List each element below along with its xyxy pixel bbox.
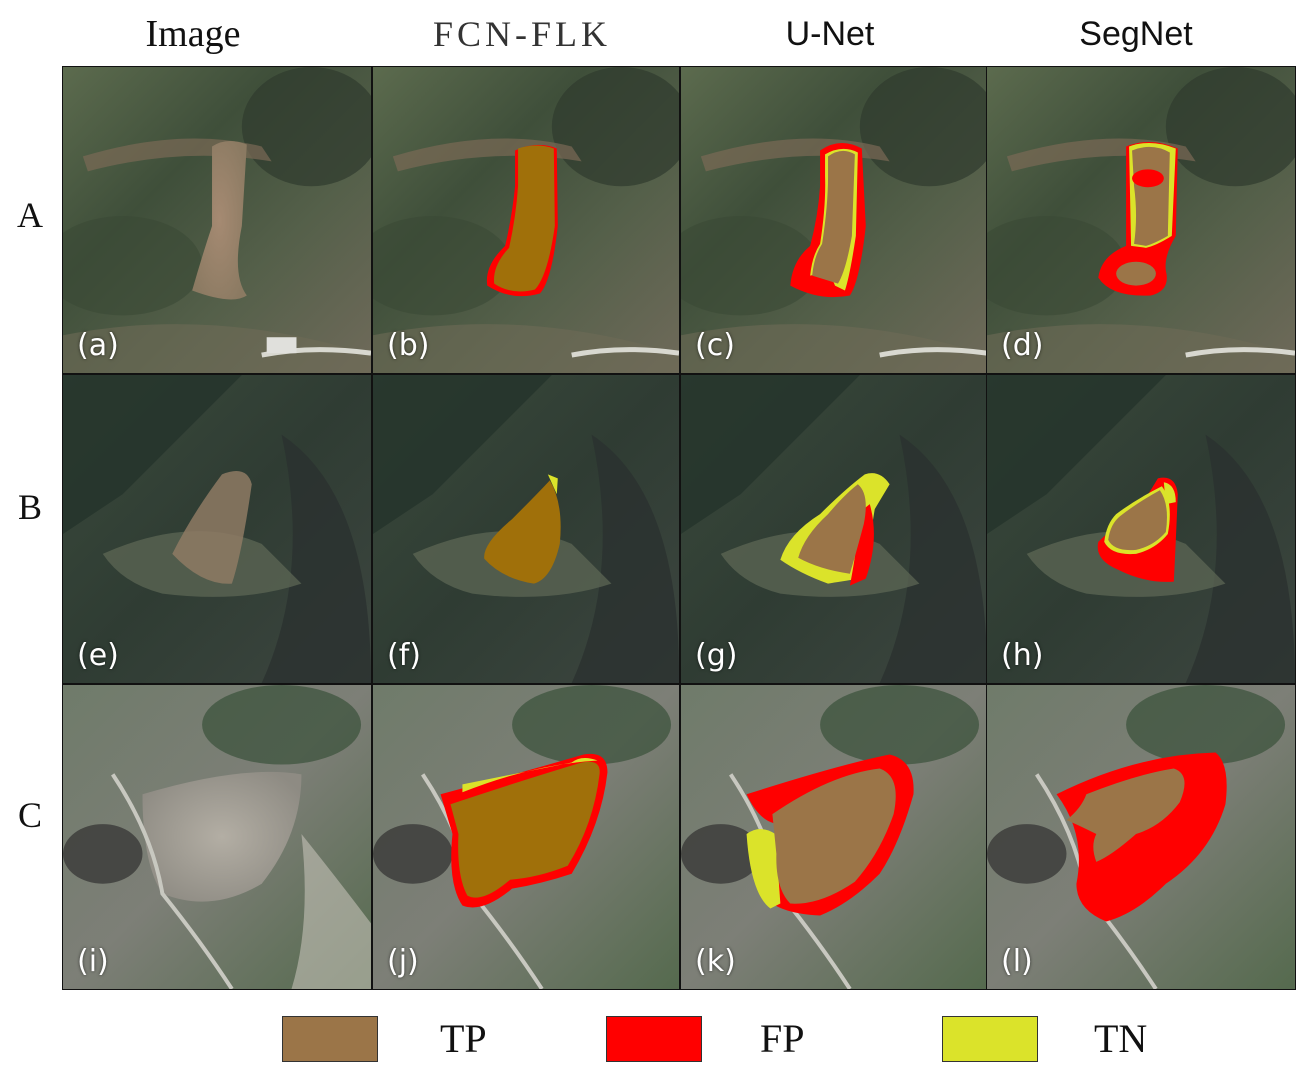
- satellite-image-i: [63, 685, 371, 989]
- column-header-fcn-flk: FCN-FLK: [432, 14, 612, 54]
- row-label-c: C: [17, 795, 42, 835]
- column-header-u-net: U-Net: [785, 15, 875, 53]
- column-header-image: Image: [145, 13, 241, 55]
- column-header-segnet: SegNet: [1079, 15, 1193, 53]
- panel-tag: (h): [1001, 638, 1044, 673]
- panel-j-fcn-flk: (j): [372, 684, 680, 990]
- panel-tag: (l): [1001, 944, 1033, 979]
- panel-tag: (c): [695, 328, 735, 363]
- legend-swatch-tp: [282, 1016, 378, 1062]
- segmentation-j: [373, 685, 679, 989]
- satellite-image-a: [63, 67, 371, 373]
- segmentation-h: [987, 375, 1295, 683]
- panel-i-image: (i): [62, 684, 372, 990]
- panel-tag: (j): [387, 944, 419, 979]
- segmentation-l: [987, 685, 1295, 989]
- legend-label-tp: TP: [440, 1016, 487, 1061]
- panel-tag: (g): [695, 638, 738, 673]
- segmentation-f: [373, 375, 679, 683]
- segmentation-g: [681, 375, 987, 683]
- panel-l-segnet: (l): [986, 684, 1296, 990]
- panel-e-image: (e): [62, 374, 372, 684]
- legend-label-tn: TN: [1094, 1016, 1148, 1061]
- panel-k-u-net: (k): [680, 684, 988, 990]
- satellite-image-e: [63, 375, 371, 683]
- panel-tag: (i): [77, 944, 109, 979]
- segmentation-k: [681, 685, 987, 989]
- panel-d-segnet: (d): [986, 66, 1296, 374]
- panel-tag: (f): [387, 638, 421, 673]
- panel-tag: (d): [1001, 328, 1044, 363]
- panel-h-segnet: (h): [986, 374, 1296, 684]
- panel-c-u-net: (c): [680, 66, 988, 374]
- legend-swatch-fp: [606, 1016, 702, 1062]
- legend-swatch-tn: [942, 1016, 1038, 1062]
- panel-tag: (a): [77, 328, 119, 363]
- panel-g-u-net: (g): [680, 374, 988, 684]
- segmentation-b: [373, 67, 679, 373]
- row-label-a: A: [17, 195, 43, 235]
- row-label-b: B: [17, 487, 42, 527]
- panel-tag: (k): [695, 944, 736, 979]
- panel-tag: (b): [387, 328, 430, 363]
- panel-b-fcn-flk: (b): [372, 66, 680, 374]
- segmentation-d: [987, 67, 1295, 373]
- panel-a-image: (a): [62, 66, 372, 374]
- panel-f-fcn-flk: (f): [372, 374, 680, 684]
- legend-label-fp: FP: [760, 1016, 805, 1061]
- panel-tag: (e): [77, 638, 119, 673]
- segmentation-c: [681, 67, 987, 373]
